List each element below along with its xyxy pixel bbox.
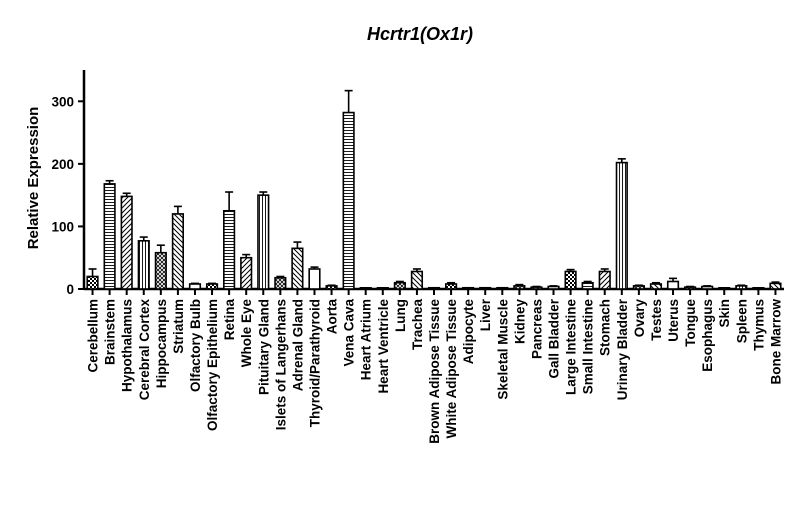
bar (410, 270, 424, 290)
bar (291, 247, 304, 290)
x-tick-label: Small Intestine (581, 299, 596, 395)
bar (240, 256, 253, 290)
x-tick-label: Tongue (683, 299, 698, 347)
bar (342, 111, 355, 290)
bar (103, 183, 116, 290)
bar (86, 275, 99, 290)
x-tick-label: Pituitary Gland (256, 299, 271, 395)
x-tick-label: Heart Ventricle (376, 299, 391, 394)
x-tick-label: Olfactory Epithelium (205, 299, 220, 431)
x-tick-label: Brown Adipose Tissue (427, 299, 442, 444)
x-tick-label: Cerebellum (86, 299, 101, 373)
x-tick-label: Cerebral Cortex (137, 299, 152, 401)
x-tick-label: Bone Marrow (768, 299, 783, 385)
bar (376, 286, 389, 290)
bars (86, 89, 782, 290)
x-tick-label: Aorta (325, 299, 340, 335)
x-tick-label: Lung (393, 299, 408, 332)
bar (462, 286, 475, 290)
x-tick-label: Trachea (410, 299, 425, 351)
bar (684, 286, 697, 290)
bar (581, 281, 594, 290)
bar (171, 213, 184, 290)
bar (496, 286, 509, 290)
x-tick-label: Whole Eye (239, 299, 254, 368)
x-tick-label: Large Intestine (564, 299, 579, 396)
bar (359, 286, 372, 290)
bar (649, 283, 663, 290)
bar (205, 283, 219, 290)
bar (444, 283, 458, 290)
bar (615, 161, 628, 290)
x-tick-label: Ovary (632, 299, 647, 338)
bar (598, 270, 611, 290)
x-tick-label: Thyroid/Parathyroid (307, 299, 322, 427)
category-labels: Cerebellum Brainstem Hypothalamus Cerebral … (86, 298, 784, 444)
bar (223, 209, 236, 290)
y-tick-label: 0 (66, 282, 74, 297)
x-tick-label: Brainstem (103, 299, 118, 365)
x-tick-label: Urinary Bladder (615, 298, 630, 400)
bar (188, 283, 202, 290)
x-tick-label: Uterus (666, 299, 681, 342)
bar (308, 268, 321, 290)
bar (274, 276, 287, 290)
bar (325, 285, 338, 290)
x-tick-label: Skeletal Muscle (495, 299, 510, 400)
y-tick-label: 300 (51, 94, 74, 109)
x-tick-label: Spleen (734, 299, 749, 343)
x-tick-label: Hypothalamus (120, 299, 135, 392)
x-tick-label: Vena Cava (342, 299, 357, 367)
x-tick-label: Hippocampus (154, 299, 169, 388)
x-tick-label: Kidney (512, 299, 527, 345)
bar (257, 194, 270, 290)
x-tick-label: Stomach (598, 299, 613, 356)
bar (769, 282, 782, 290)
bar (530, 286, 543, 290)
chart-title: Hcrtr1(Ox1r) (367, 24, 473, 44)
x-tick-label: White Adipose Tissue (444, 299, 459, 439)
bar (666, 280, 680, 290)
y-axis-label: Relative Expression (25, 107, 42, 250)
bar (120, 195, 133, 290)
x-tick-label: Islets of Langerhans (273, 299, 288, 430)
x-tick-label: Retina (222, 299, 237, 341)
bar (752, 286, 765, 290)
x-tick-label: Skin (717, 299, 732, 328)
bar (393, 281, 406, 290)
bar (632, 285, 645, 290)
bar (701, 285, 714, 290)
bar (718, 286, 731, 290)
x-tick-label: Olfactory Bulb (188, 299, 203, 392)
bar (479, 286, 492, 290)
x-tick-label: Heart Atrium (359, 299, 374, 380)
x-tick-label: Thymus (751, 299, 766, 351)
bar (547, 285, 560, 290)
x-tick-label: Pancreas (529, 299, 544, 359)
x-tick-label: Testes (649, 299, 664, 341)
y-tick-label: 100 (51, 219, 74, 234)
bar (735, 285, 748, 290)
x-tick-label: Liver (478, 298, 493, 331)
bar (154, 251, 167, 290)
bar (564, 270, 577, 290)
x-tick-label: Adipocyte (461, 299, 476, 365)
y-tick-label: 200 (51, 157, 74, 172)
x-tick-label: Esophagus (700, 299, 715, 372)
bar (137, 240, 150, 290)
x-tick-label: Striatum (171, 299, 186, 354)
bar (427, 286, 441, 290)
x-tick-label: Adrenal Gland (290, 299, 305, 391)
bar (513, 285, 526, 290)
x-tick-label: Gall Bladder (547, 298, 562, 378)
